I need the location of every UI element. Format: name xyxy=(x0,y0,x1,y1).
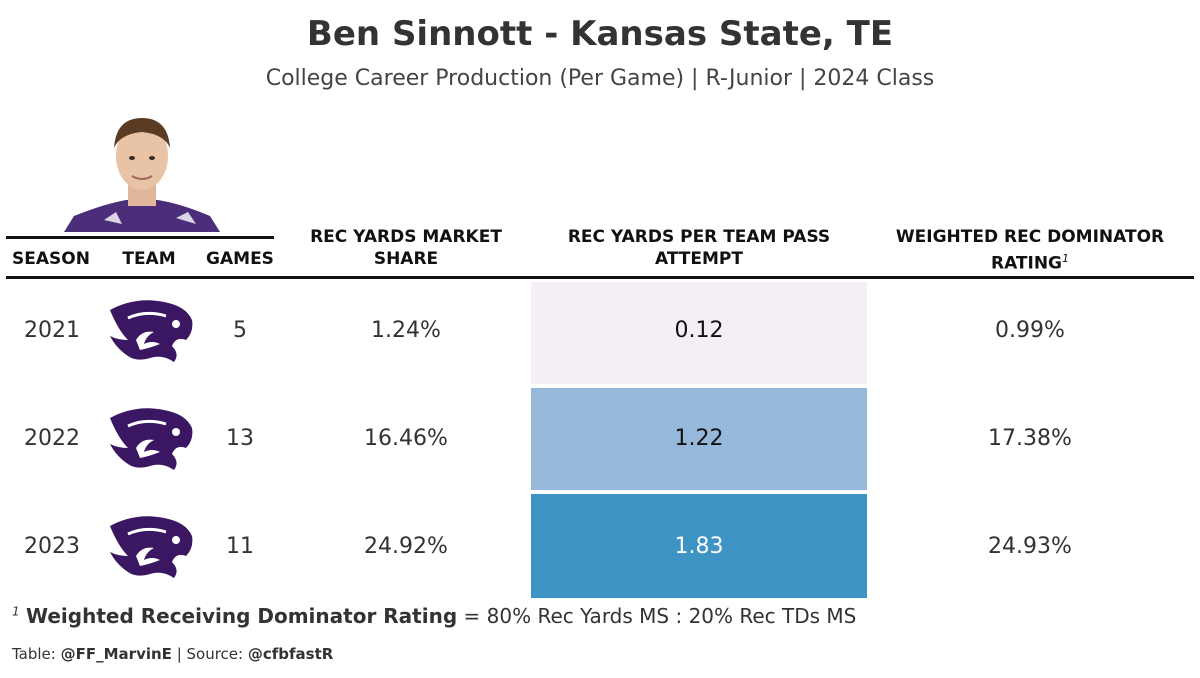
page-title: Ben Sinnott - Kansas State, TE xyxy=(306,14,894,54)
header-footnote-mark: 1 xyxy=(1062,252,1070,265)
credit-author: @FF_MarvinE xyxy=(60,645,172,663)
games-cell: 13 xyxy=(226,426,254,451)
season-cell: 2023 xyxy=(24,534,80,559)
header-dominator-line1: WEIGHTED REC DOMINATOR xyxy=(895,227,1165,247)
credit-separator: | Source: xyxy=(171,645,248,663)
header-market-share-line1: REC YARDS MARKET xyxy=(310,227,502,247)
dominator-cell: 0.99% xyxy=(995,318,1065,343)
credit-source: @cfbfastR xyxy=(247,645,334,663)
per-attempt-cell: 0.12 xyxy=(674,318,724,343)
footnote-definition: = 80% Rec Yards MS : 20% Rec TDs MS xyxy=(457,604,857,628)
season-cell: 2021 xyxy=(24,318,80,343)
heat-cell-2022 xyxy=(531,388,867,490)
per-attempt-cell: 1.83 xyxy=(674,534,724,559)
dominator-cell: 24.93% xyxy=(988,534,1072,559)
games-cell: 5 xyxy=(233,318,247,343)
header-dominator: WEIGHTED REC DOMINATOR RATING1 xyxy=(880,226,1180,275)
heat-cell-2021 xyxy=(531,282,867,384)
header-per-attempt: REC YARDS PER TEAM PASS ATTEMPT xyxy=(531,226,867,270)
kansas-state-wildcat-logo xyxy=(106,512,194,580)
season-cell: 2022 xyxy=(24,426,80,451)
kansas-state-wildcat-logo xyxy=(106,404,194,472)
header-team: TEAM xyxy=(122,249,176,269)
header-per-attempt-line1: REC YARDS PER TEAM PASS xyxy=(567,227,831,247)
player-photo xyxy=(64,112,220,232)
page-subtitle: College Career Production (Per Game) | R… xyxy=(265,66,935,91)
per-attempt-cell: 1.22 xyxy=(674,426,724,451)
header-dominator-line2: RATING1 xyxy=(880,248,1180,275)
header-market-share-line2: SHARE xyxy=(373,249,439,269)
header-rule-bottom xyxy=(6,276,1194,279)
credit-prefix: Table: xyxy=(12,645,61,663)
footnote: 1 Weighted Receiving Dominator Rating = … xyxy=(12,604,856,628)
header-dominator-line2-text: RATING xyxy=(990,253,1063,274)
footnote-mark: 1 xyxy=(12,604,20,619)
credit-line: Table: @FF_MarvinE | Source: @cfbfastR xyxy=(12,645,333,663)
heat-cell-2023 xyxy=(531,494,867,598)
header-market-share: REC YARDS MARKET SHARE xyxy=(290,226,522,270)
kansas-state-wildcat-logo xyxy=(106,296,194,364)
dominator-cell: 17.38% xyxy=(988,426,1072,451)
header-games: GAMES xyxy=(206,249,274,269)
games-cell: 11 xyxy=(226,534,254,559)
header-per-attempt-line2: ATTEMPT xyxy=(654,249,743,269)
market-share-cell: 16.46% xyxy=(364,426,448,451)
footnote-term: Weighted Receiving Dominator Rating xyxy=(26,604,458,628)
market-share-cell: 24.92% xyxy=(364,534,448,559)
header-rule-top xyxy=(6,236,274,239)
market-share-cell: 1.24% xyxy=(371,318,441,343)
header-season: SEASON xyxy=(12,249,90,269)
